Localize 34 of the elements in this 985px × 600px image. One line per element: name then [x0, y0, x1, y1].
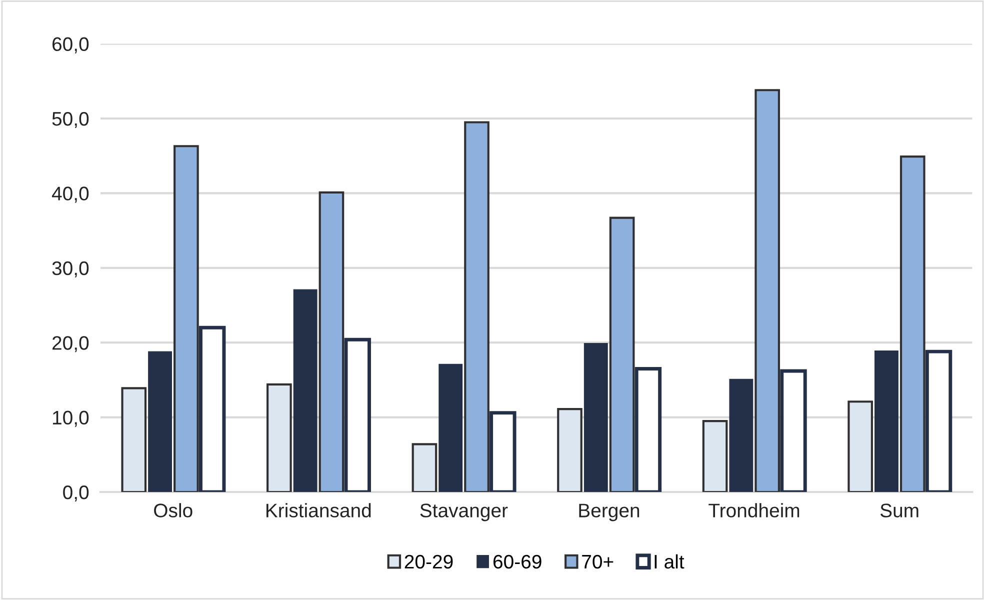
x-tick-label: Trondheim [708, 503, 800, 518]
bar [464, 121, 490, 492]
bar [121, 387, 147, 492]
bar [584, 342, 608, 492]
bar [874, 350, 898, 492]
legend-label: 60-69 [493, 554, 542, 569]
y-tick-label: 60,0 [52, 37, 89, 54]
y-tick-label: 0,0 [63, 485, 89, 502]
y-tick-label: 40,0 [52, 186, 89, 203]
bar [609, 216, 635, 492]
bar [702, 420, 728, 492]
bar [900, 156, 926, 492]
bar [293, 289, 318, 492]
legend-label: 20-29 [404, 554, 453, 569]
x-tick-label: Stavanger [420, 504, 508, 522]
x-tick-label: Bergen [579, 504, 640, 522]
x-tick-label: Sum [880, 504, 918, 518]
bar [266, 383, 292, 492]
legend-label: I alt [654, 554, 684, 569]
x-tick-label: Oslo [154, 503, 192, 518]
x-tick-label: Kristiansand [266, 503, 371, 518]
bar [848, 400, 873, 492]
bar [438, 364, 463, 492]
bar [754, 89, 780, 492]
y-tick-label: 10,0 [53, 410, 89, 427]
y-tick-label: 30,0 [52, 261, 89, 278]
bar [148, 351, 172, 492]
bar [729, 378, 754, 492]
bar [174, 145, 199, 492]
legend-label: 70+ [582, 554, 614, 569]
y-tick-label: 50,0 [52, 112, 89, 128]
bar [557, 408, 582, 492]
y-tick-label: 20,0 [52, 336, 89, 352]
bar [412, 443, 438, 492]
